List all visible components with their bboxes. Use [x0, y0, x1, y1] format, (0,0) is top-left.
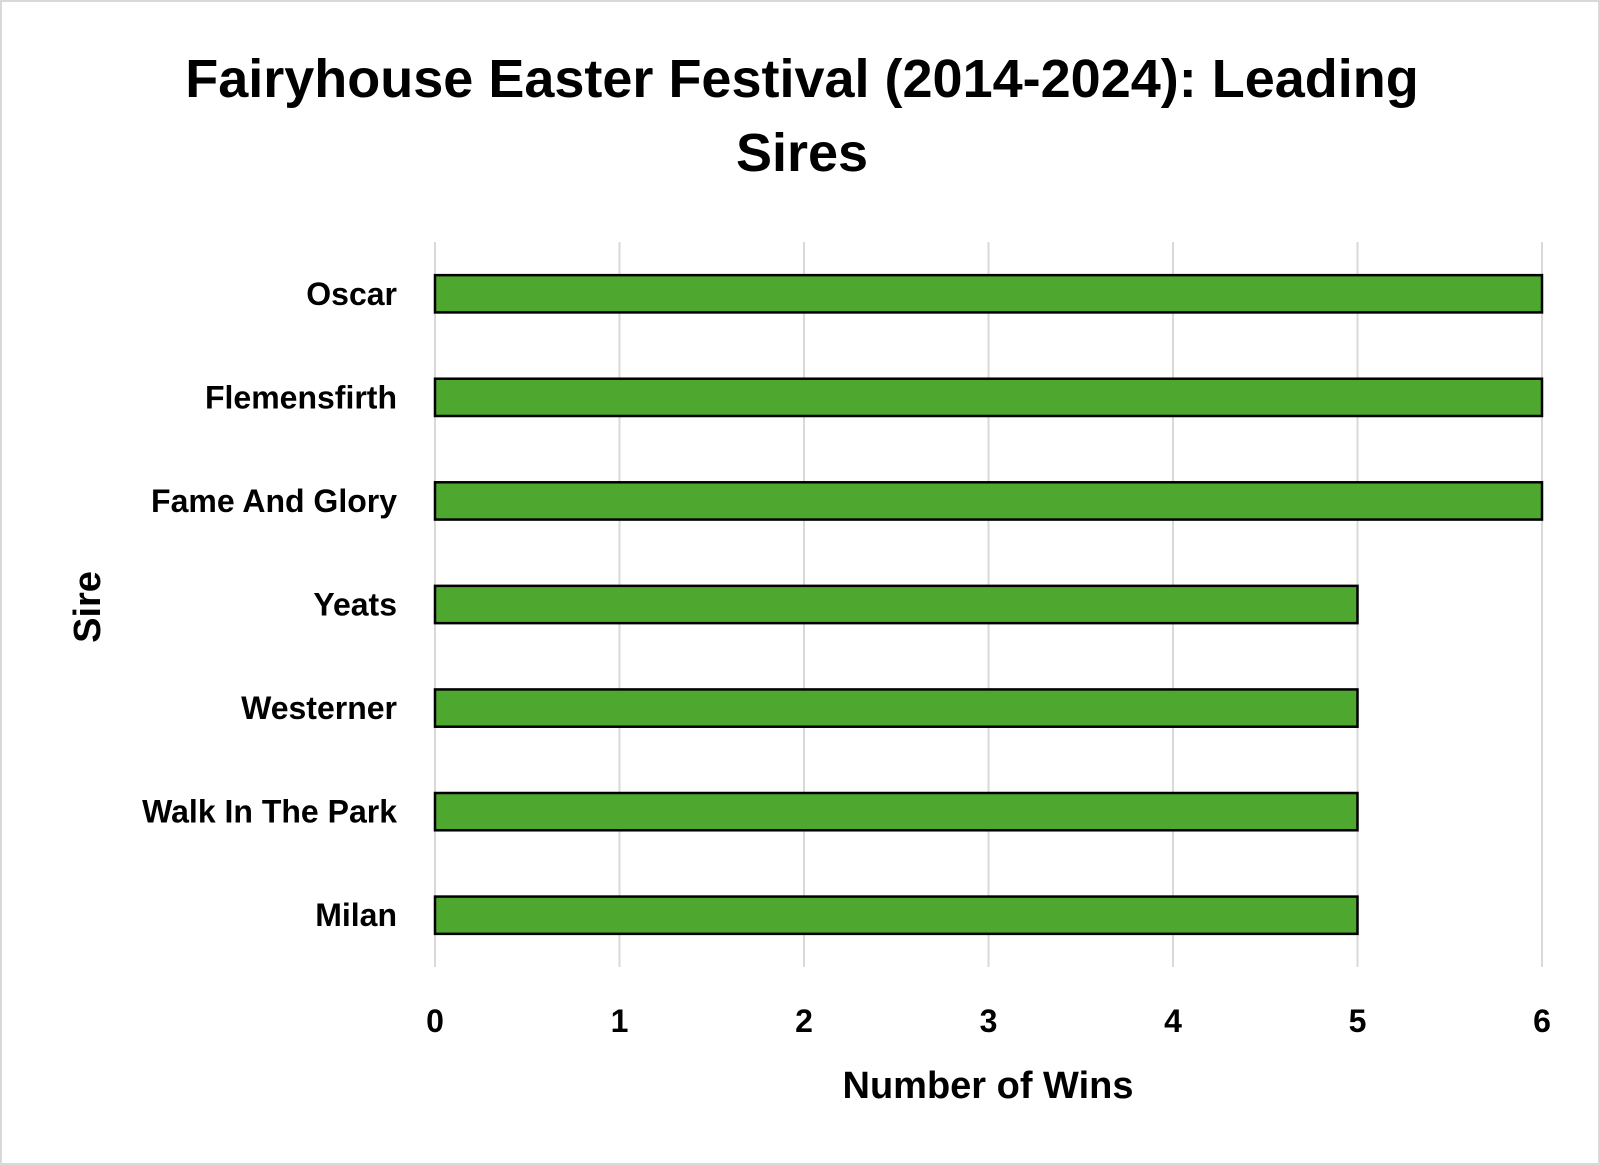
- x-tick-label: 6: [1533, 1003, 1551, 1039]
- x-tick-label: 5: [1349, 1003, 1367, 1039]
- x-tick-label: 1: [611, 1003, 629, 1039]
- y-tick-label: Fame And Glory: [151, 483, 397, 519]
- y-tick-label: Milan: [315, 897, 397, 933]
- bar: [433, 481, 1544, 521]
- bar: [433, 895, 1359, 936]
- y-tick-label: Walk In The Park: [142, 794, 397, 830]
- x-axis-title: Number of Wins: [843, 1065, 1134, 1107]
- bar: [433, 273, 1544, 314]
- chart-title: Fairyhouse Easter Festival (2014-2024): …: [185, 49, 1419, 183]
- bars: [433, 273, 1544, 936]
- x-tick-label: 3: [980, 1003, 998, 1039]
- bar: [433, 791, 1359, 832]
- x-tick-label: 2: [795, 1003, 813, 1039]
- y-tick-label: Westerner: [241, 690, 397, 726]
- bar: [433, 377, 1544, 418]
- bar: [433, 584, 1359, 625]
- x-tick-label: 4: [1164, 1003, 1182, 1039]
- x-tick-label: 0: [426, 1003, 444, 1039]
- y-tick-label: Yeats: [313, 587, 397, 623]
- y-tick-labels: Oscar Flemensfirth Fame And Glory Yeats West…: [142, 276, 397, 933]
- y-axis-title: Sire: [67, 571, 109, 643]
- y-tick-label: Oscar: [306, 276, 397, 312]
- x-tick-labels: 0 1 2 3 4 5 6: [426, 1003, 1551, 1039]
- y-tick-label: Flemensfirth: [205, 379, 397, 415]
- bar: [433, 688, 1359, 728]
